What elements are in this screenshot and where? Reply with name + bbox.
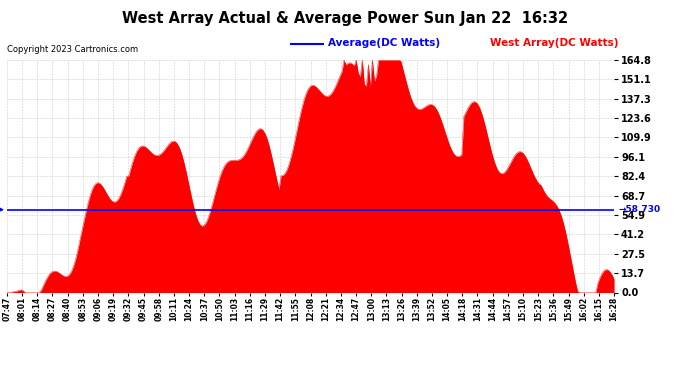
- Text: West Array Actual & Average Power Sun Jan 22  16:32: West Array Actual & Average Power Sun Ja…: [122, 11, 568, 26]
- Text: →58.730: →58.730: [618, 205, 660, 214]
- Text: Average(DC Watts): Average(DC Watts): [328, 38, 440, 48]
- Text: West Array(DC Watts): West Array(DC Watts): [490, 38, 618, 48]
- Text: Copyright 2023 Cartronics.com: Copyright 2023 Cartronics.com: [7, 45, 138, 54]
